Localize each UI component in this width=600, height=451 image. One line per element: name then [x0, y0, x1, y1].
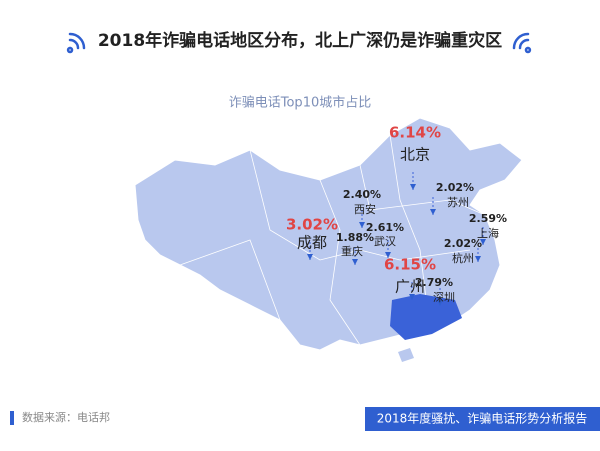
city-value: 6.15%: [384, 256, 436, 274]
city-name: 深圳: [433, 291, 455, 304]
city-name: 上海: [477, 226, 499, 240]
source: 数据来源：电话邦: [22, 410, 110, 424]
city-value: 2.40%: [343, 188, 381, 201]
city-value: 6.14%: [389, 124, 441, 142]
city-value: 2.59%: [469, 212, 507, 225]
city-value: 2.02%: [444, 237, 482, 250]
city-pin: [307, 254, 313, 260]
city-pin: [410, 184, 416, 190]
city-pin: [385, 252, 391, 258]
title: 2018年诈骗电话地区分布，北上广深仍是诈骗重灾区: [98, 30, 502, 51]
city-pin: [359, 222, 365, 228]
province-borders: [179, 134, 486, 346]
city-pin: [409, 294, 415, 300]
city-name: 重庆: [341, 244, 363, 258]
hainan: [398, 348, 414, 362]
city-name: 北京: [400, 146, 430, 164]
guangdong: [390, 294, 462, 340]
city-pin: [430, 209, 436, 215]
city-pin: [475, 256, 481, 262]
city-name: 成都: [297, 234, 327, 252]
city-name: 广州: [395, 278, 425, 296]
city-name: 西安: [354, 202, 376, 216]
city-value: 2.02%: [436, 181, 474, 194]
city-name: 杭州: [452, 251, 474, 265]
source-bar: [10, 411, 14, 425]
city-value: 3.02%: [286, 216, 338, 234]
city-value: 2.79%: [415, 276, 453, 289]
city-value: 1.88%: [336, 231, 374, 244]
city-value: 2.61%: [366, 221, 404, 234]
report-box: [365, 407, 600, 431]
city-name: 武汉: [374, 235, 396, 248]
city-pin: [480, 239, 486, 245]
city-name: 苏州: [447, 196, 469, 209]
signal-icon: [66, 32, 532, 54]
report-title: 2018年度骚扰、诈骗电话形势分析报告: [377, 411, 588, 426]
subtitle: 诈骗电话Top10城市占比: [229, 95, 371, 111]
city-pin: [437, 300, 443, 306]
city-pin: [352, 259, 358, 265]
